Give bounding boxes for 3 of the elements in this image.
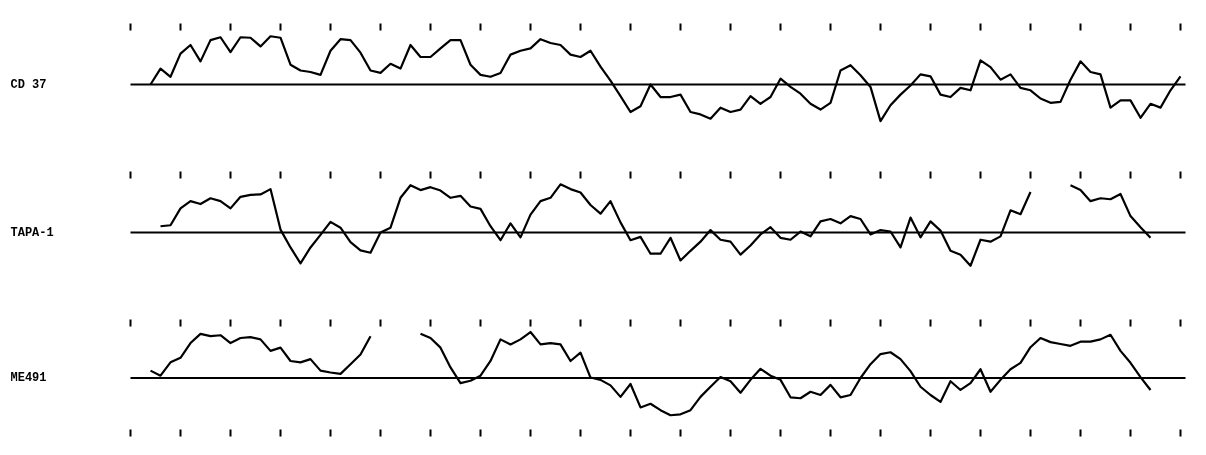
text: CD 37: [10, 77, 47, 92]
text: TAPA-1: [10, 225, 54, 240]
text: ME491: [10, 371, 47, 385]
